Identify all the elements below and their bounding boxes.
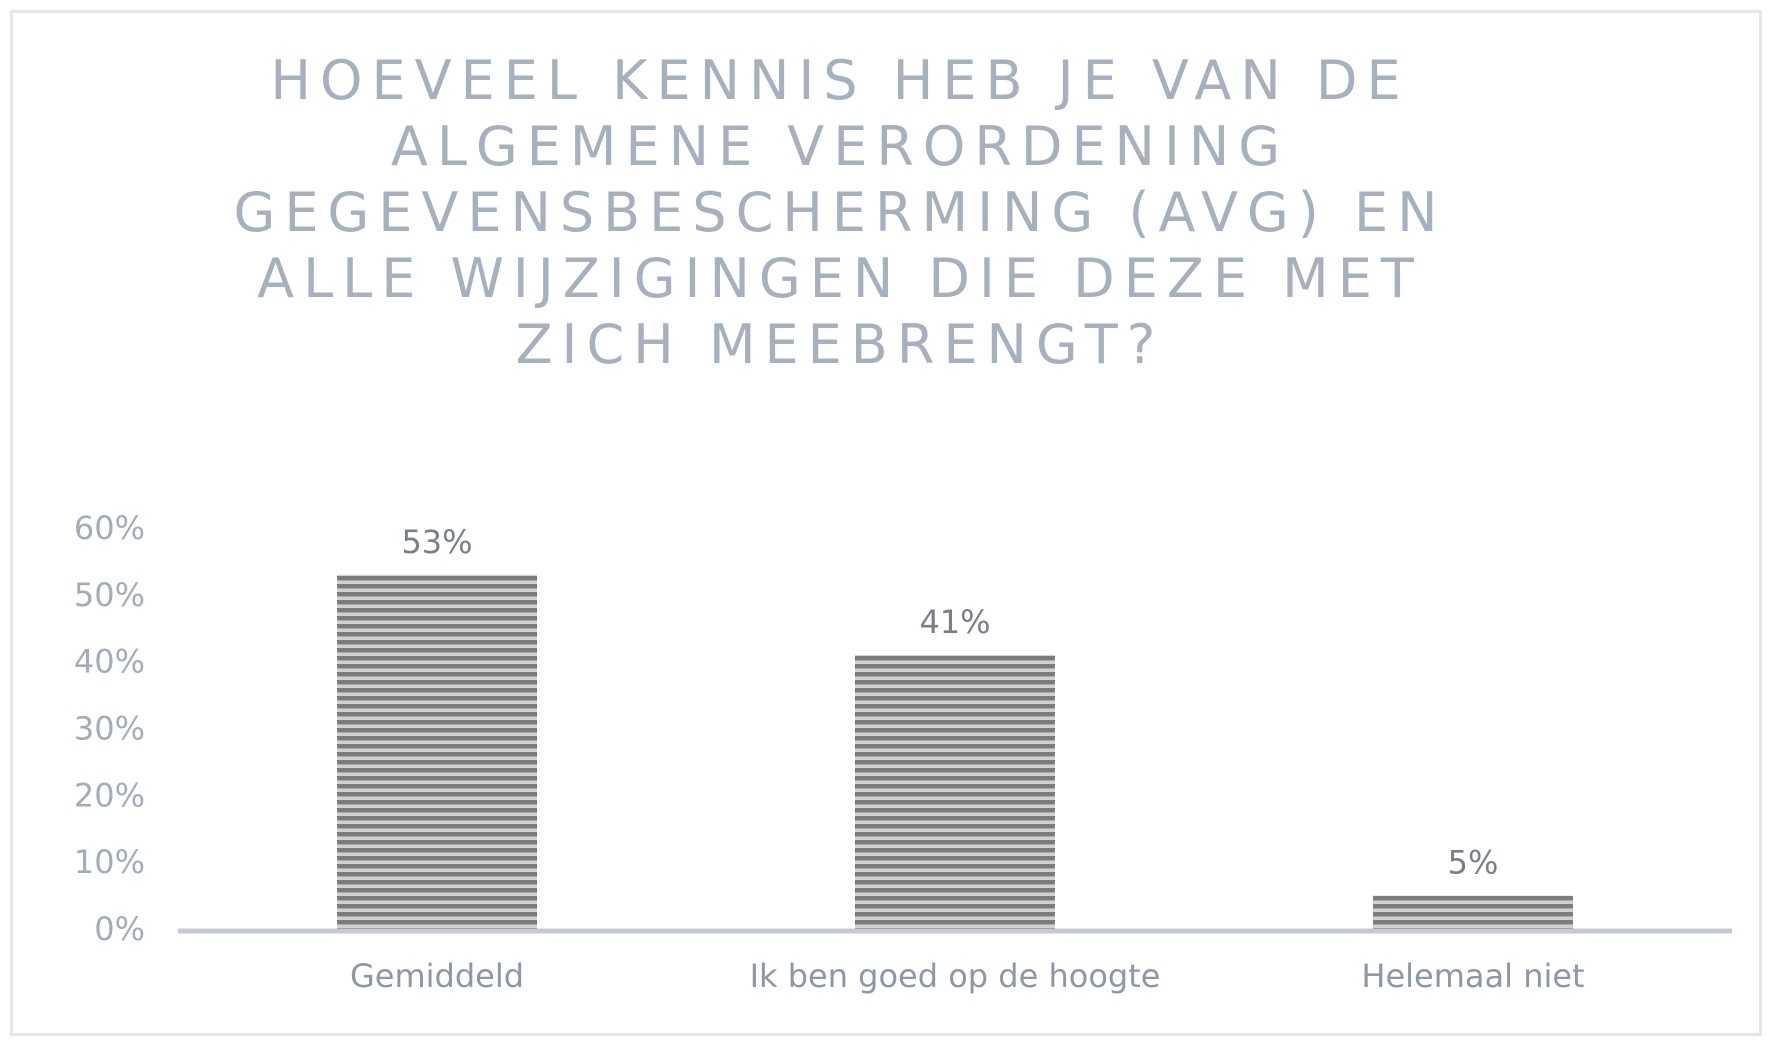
- y-tick-label: 20%: [74, 776, 145, 814]
- y-tick-label: 0%: [94, 910, 145, 948]
- data-labels: 53% 41% 5%: [401, 523, 1498, 882]
- chart-title-line: ZICH MEEBRENGT?: [515, 313, 1165, 376]
- data-label: 5%: [1448, 844, 1499, 882]
- chart-title: HOEVEEL KENNIS HEB JE VAN DE ALGEMENE VE…: [180, 48, 1500, 378]
- chart-title-line: GEGEVENSBESCHERMING (AVG) EN: [233, 181, 1447, 244]
- category-label: Helemaal niet: [1361, 957, 1584, 995]
- chart-title-line: HOEVEEL KENNIS HEB JE VAN DE: [270, 49, 1410, 112]
- data-label: 53%: [401, 523, 472, 561]
- y-axis-ticks: 0% 10% 20% 30% 40% 50% 60%: [74, 509, 145, 948]
- y-tick-label: 30%: [74, 710, 145, 748]
- y-tick-label: 40%: [74, 643, 145, 681]
- category-label: Gemiddeld: [350, 957, 524, 995]
- bars: [337, 574, 1573, 929]
- bar: [855, 654, 1055, 929]
- y-tick-label: 60%: [74, 509, 145, 547]
- bar: [337, 574, 537, 929]
- chart-title-line: ALLE WIJZIGINGEN DIE DEZE MET: [257, 247, 1423, 310]
- y-tick-label: 50%: [74, 576, 145, 614]
- y-tick-label: 10%: [74, 843, 145, 881]
- chart-title-line: ALGEMENE VERORDENING: [390, 115, 1290, 178]
- data-label: 41%: [919, 603, 990, 641]
- bar: [1373, 895, 1573, 929]
- category-labels: Gemiddeld Ik ben goed op de hoogte Helemaa…: [350, 957, 1585, 995]
- category-label: Ik ben goed op de hoogte: [750, 957, 1161, 995]
